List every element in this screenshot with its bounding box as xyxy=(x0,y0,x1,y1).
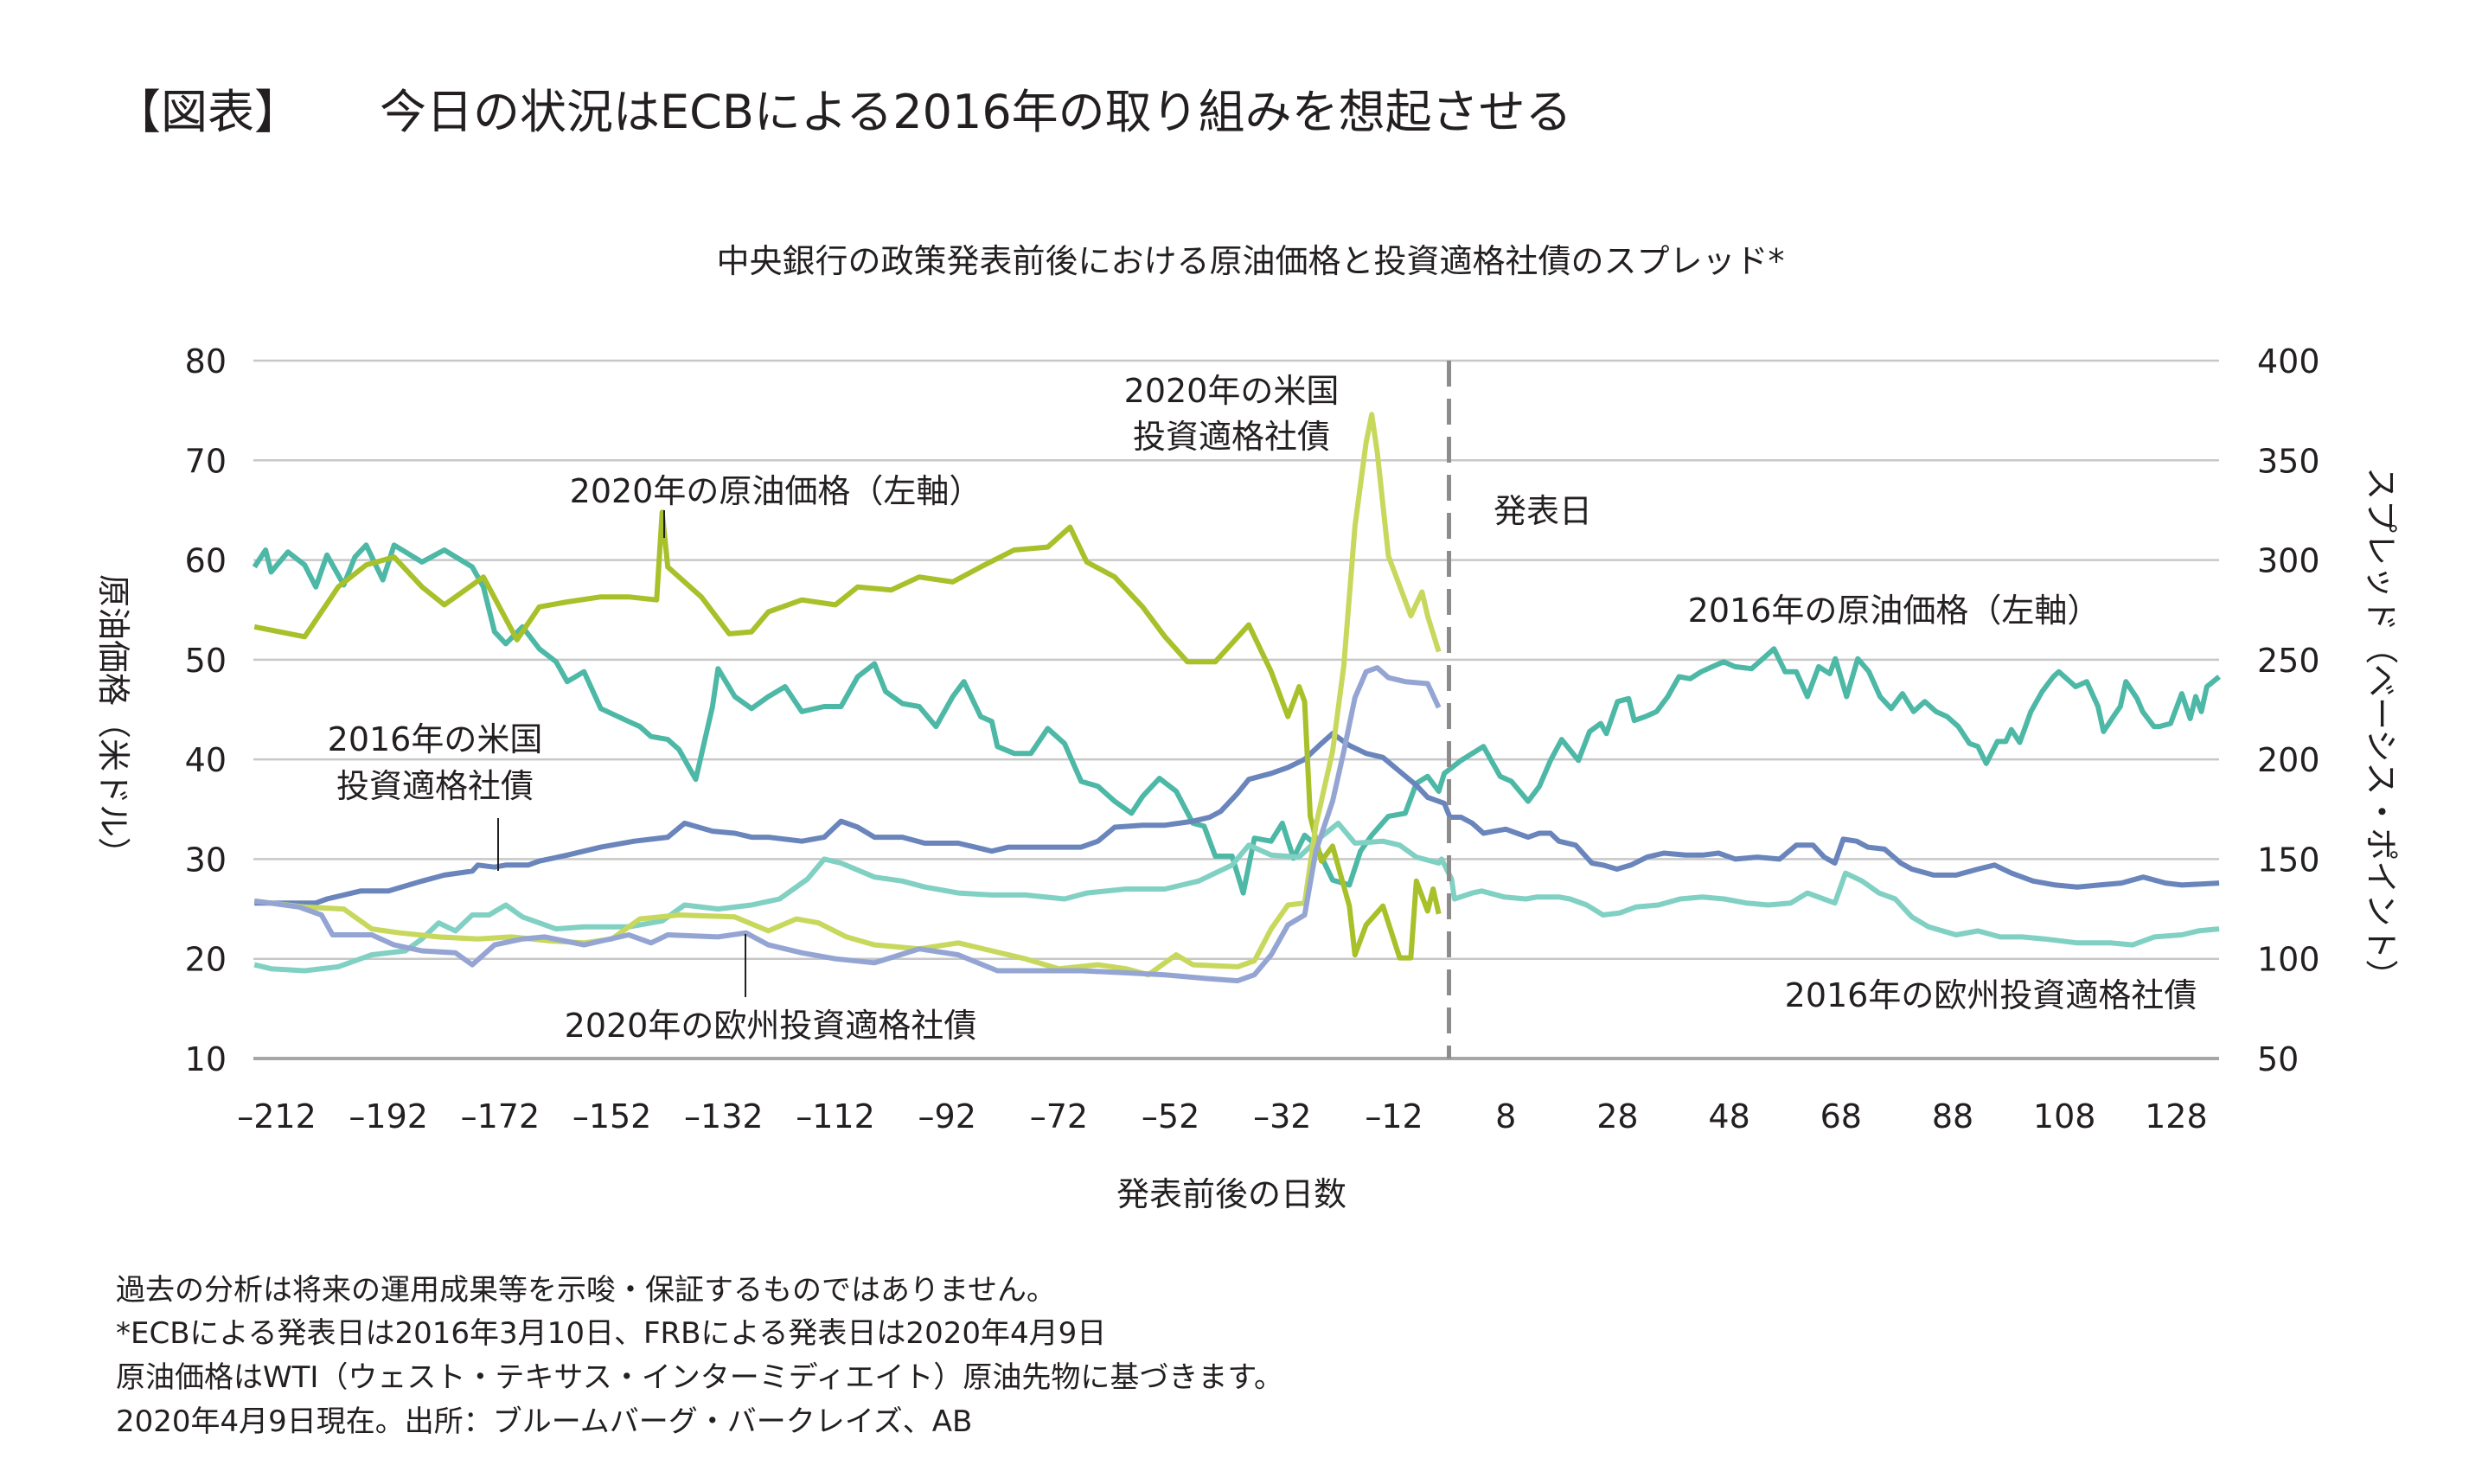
series-lines xyxy=(252,412,2221,984)
footnote: *ECBによる発表日は2016年3月10日、FRBによる発表日は2020年4月9… xyxy=(116,1316,1106,1351)
annotation-us-2020-line2: 投資適格社債 xyxy=(1133,418,1330,456)
chart-title: 中央銀行の政策発表前後における原油価格と投資適格社債のスプレッド* xyxy=(716,242,1784,280)
x-tick-label: –192 xyxy=(349,1097,428,1135)
x-tick-label: –112 xyxy=(796,1097,875,1135)
x-axis-ticks: –212 –192 –172 –152 –132 –112 –92 –72 –52 –32 –12 8… xyxy=(237,1097,2207,1135)
x-tick-label: 88 xyxy=(1932,1097,1973,1135)
annotation-us-2016-line1: 2016年の米国 xyxy=(328,720,543,758)
left-tick-label: 70 xyxy=(185,442,227,480)
annotation-us-2016-line2: 投資適格社債 xyxy=(336,767,534,805)
left-tick-label: 20 xyxy=(185,941,227,979)
annotation-oil-2020: 2020年の原油価格（左軸） xyxy=(570,472,982,510)
x-axis-label: 発表前後の日数 xyxy=(1116,1175,1346,1213)
right-tick-label: 250 xyxy=(2257,642,2320,680)
x-tick-label: 128 xyxy=(2145,1097,2208,1135)
footnote: 原油価格はWTI（ウェスト・テキサス・インターミディエイト）原油先物に基づきます… xyxy=(116,1360,1283,1395)
x-tick-label: –32 xyxy=(1253,1097,1311,1135)
right-tick-label: 100 xyxy=(2257,941,2320,979)
x-tick-label: –212 xyxy=(237,1097,317,1135)
right-tick-label: 200 xyxy=(2257,741,2320,779)
right-tick-label: 50 xyxy=(2257,1040,2299,1078)
oil-2016-line xyxy=(252,542,2221,896)
right-tick-label: 300 xyxy=(2257,542,2320,580)
us-ig-2020-line xyxy=(253,412,1442,978)
left-tick-label: 50 xyxy=(185,642,227,680)
x-tick-label: 68 xyxy=(1820,1097,1862,1135)
left-tick-label: 60 xyxy=(185,542,227,580)
eu-ig-2020-line xyxy=(253,665,1442,984)
x-tick-label: –92 xyxy=(918,1097,976,1135)
left-tick-label: 80 xyxy=(185,342,227,381)
annotation-announcement-day: 発表日 xyxy=(1494,492,1592,530)
left-tick-label: 10 xyxy=(185,1040,227,1078)
x-tick-label: –52 xyxy=(1142,1097,1199,1135)
x-tick-label: –172 xyxy=(461,1097,540,1135)
x-tick-label: 48 xyxy=(1708,1097,1749,1135)
footnote: 過去の分析は将来の運用成果等を示唆・保証するものではありません。 xyxy=(116,1273,1056,1308)
right-tick-label: 150 xyxy=(2257,841,2320,879)
footnote: 2020年4月9日現在。出所：ブルームバーグ・バークレイズ、AB xyxy=(116,1404,972,1439)
figure-tag: 【図表】 xyxy=(114,85,301,139)
annotation-eu-2016: 2016年の欧州投資適格社債 xyxy=(1785,976,2197,1014)
right-axis-label: スプレッド（ベーシス・ポイント） xyxy=(2362,467,2400,992)
x-tick-label: –132 xyxy=(684,1097,764,1135)
right-tick-label: 350 xyxy=(2257,442,2320,480)
x-tick-label: –12 xyxy=(1365,1097,1423,1135)
left-axis-label: 原油価格（米ドル） xyxy=(94,574,132,870)
annotation-us-2020-line1: 2020年の米国 xyxy=(1124,372,1340,410)
annotation-oil-2016: 2016年の原油価格（左軸） xyxy=(1688,592,2101,630)
right-axis-ticks: 50 100 150 200 250 300 350 400 xyxy=(2257,342,2320,1078)
eu-ig-2016-line xyxy=(253,820,2220,974)
annotation-eu-2020: 2020年の欧州投資適格社債 xyxy=(565,1007,977,1045)
left-axis-ticks: 10 20 30 40 50 60 70 80 xyxy=(185,342,227,1078)
oil-2020-line xyxy=(253,509,1442,961)
us-ig-2016-line xyxy=(254,731,2220,906)
right-tick-label: 400 xyxy=(2257,342,2320,381)
x-tick-label: 108 xyxy=(2033,1097,2096,1135)
left-tick-label: 30 xyxy=(185,841,227,879)
x-tick-label: –72 xyxy=(1030,1097,1088,1135)
x-tick-label: 8 xyxy=(1495,1097,1516,1135)
page-title: 今日の状況はECBによる2016年の取り組みを想起させる xyxy=(380,85,1572,139)
gridlines xyxy=(253,359,2219,1060)
left-tick-label: 40 xyxy=(185,741,227,779)
x-tick-label: 28 xyxy=(1596,1097,1638,1135)
x-tick-label: –152 xyxy=(572,1097,652,1135)
